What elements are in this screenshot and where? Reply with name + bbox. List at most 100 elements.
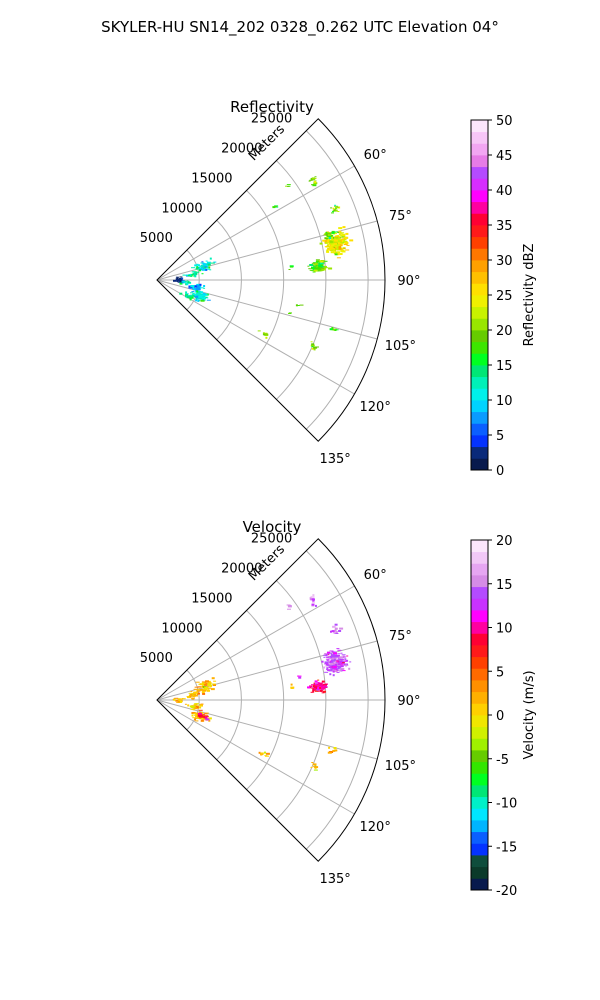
echo-pixel <box>199 269 201 272</box>
echo-pixel <box>344 658 347 661</box>
echo-pixel <box>339 238 344 241</box>
echo-pixel <box>189 705 192 708</box>
echo-pixel <box>343 247 346 249</box>
echo-pixel <box>329 664 332 666</box>
echo-pixel <box>334 237 339 239</box>
echo-pixel <box>191 291 195 293</box>
echo-pixel <box>204 296 208 298</box>
azimuth-spoke <box>156 165 355 281</box>
echo-pixel <box>202 688 207 691</box>
echo-pixel <box>179 278 183 281</box>
echo-cluster <box>307 259 333 273</box>
echo-pixel <box>339 656 344 659</box>
colorbar-segment <box>471 785 488 798</box>
echo-cluster <box>172 697 186 703</box>
reflectivity-panel: Reflectivity500010000150002000025000Mete… <box>140 98 537 479</box>
echo-pixel <box>330 669 335 671</box>
echo-pixel <box>299 304 304 306</box>
echo-pixel <box>329 660 332 663</box>
echo-pixel <box>297 675 302 677</box>
echo-pixel <box>196 284 200 287</box>
colorbar-segment <box>471 330 488 343</box>
echo-pixel <box>341 238 346 240</box>
echo-pixel <box>179 276 183 278</box>
azimuth-tick-label: 75° <box>389 209 412 224</box>
echo-pixel <box>196 715 199 718</box>
echo-pixel <box>196 294 201 296</box>
echo-pixel <box>340 232 345 234</box>
colorbar-segment <box>471 866 488 879</box>
echo-pixel <box>202 692 206 695</box>
echo-pixel <box>328 237 333 239</box>
echo-pixel <box>332 631 336 634</box>
azimuth-tick-label: 105° <box>385 759 416 774</box>
colorbar: 0 5 10 15 20 25 30 35 40 45 50 Reflectivity dBZ <box>470 114 537 479</box>
echo-pixel <box>313 682 316 685</box>
echo-pixel <box>311 177 315 180</box>
colorbar-tick-label: 0 <box>496 709 504 724</box>
colorbar-segment <box>471 855 488 868</box>
echo-pixel <box>194 686 199 688</box>
echo-pixel <box>287 185 289 187</box>
echo-pixel <box>187 704 190 707</box>
echo-pixel <box>337 211 340 212</box>
echo-pixel <box>329 663 334 665</box>
echo-pixel <box>177 281 182 283</box>
echo-pixel <box>316 270 320 272</box>
echo-pixel <box>202 292 206 295</box>
echo-pixel <box>201 715 206 718</box>
echo-pixel <box>334 623 338 626</box>
echo-pixel <box>332 625 336 628</box>
echo-pixel <box>196 291 200 293</box>
echo-pixel <box>181 282 184 284</box>
echo-pixel <box>203 713 208 715</box>
colorbar-segment <box>471 656 488 669</box>
colorbar-segment <box>471 283 488 296</box>
echo-pixel <box>310 691 314 693</box>
echo-pixel <box>262 332 265 335</box>
echo-pixel <box>296 305 300 306</box>
range-tick-label: 20000 <box>221 562 262 577</box>
colorbar-segment <box>471 446 488 459</box>
echo-pixel <box>272 206 276 209</box>
echo-pixel <box>179 700 182 702</box>
azimuth-spoke <box>156 279 378 340</box>
echo-pixel <box>312 268 315 271</box>
echo-pixel <box>327 241 330 244</box>
echo-cluster <box>295 304 304 307</box>
colorbar-segment <box>471 831 488 844</box>
echo-pixel <box>298 676 302 679</box>
echo-pixel <box>339 669 343 671</box>
echo-pixel <box>201 264 203 266</box>
echo-pixel <box>327 238 331 241</box>
colorbar-segment <box>471 668 488 681</box>
echo-pixel <box>202 268 206 271</box>
echo-pixel <box>315 346 319 348</box>
echo-pixel <box>287 605 292 608</box>
echo-pixel <box>202 689 207 692</box>
colorbar-segment <box>471 796 488 809</box>
echo-pixel <box>207 683 211 685</box>
echo-pixel <box>311 601 315 604</box>
echo-pixel <box>288 185 291 187</box>
echo-pixel <box>331 659 336 662</box>
azimuth-spoke <box>156 699 355 815</box>
echo-pixel <box>332 657 337 659</box>
echo-pixel <box>191 712 195 714</box>
echo-pixel <box>328 670 333 672</box>
echo-pixel <box>193 688 198 690</box>
echo-pixel <box>334 205 338 207</box>
echo-cluster <box>310 762 319 771</box>
echo-cluster <box>288 312 292 314</box>
echo-pixel <box>329 653 332 656</box>
echo-pixel <box>314 180 317 183</box>
echo-pixel <box>338 234 341 236</box>
echo-pixel <box>341 233 346 236</box>
echo-pixel <box>311 347 314 350</box>
echo-pixel <box>200 299 205 302</box>
range-tick-label: 5000 <box>140 651 173 666</box>
echo-pixel <box>338 630 342 632</box>
echo-pixel <box>316 684 321 685</box>
echo-pixel <box>210 688 215 691</box>
echo-pixel <box>315 259 320 261</box>
